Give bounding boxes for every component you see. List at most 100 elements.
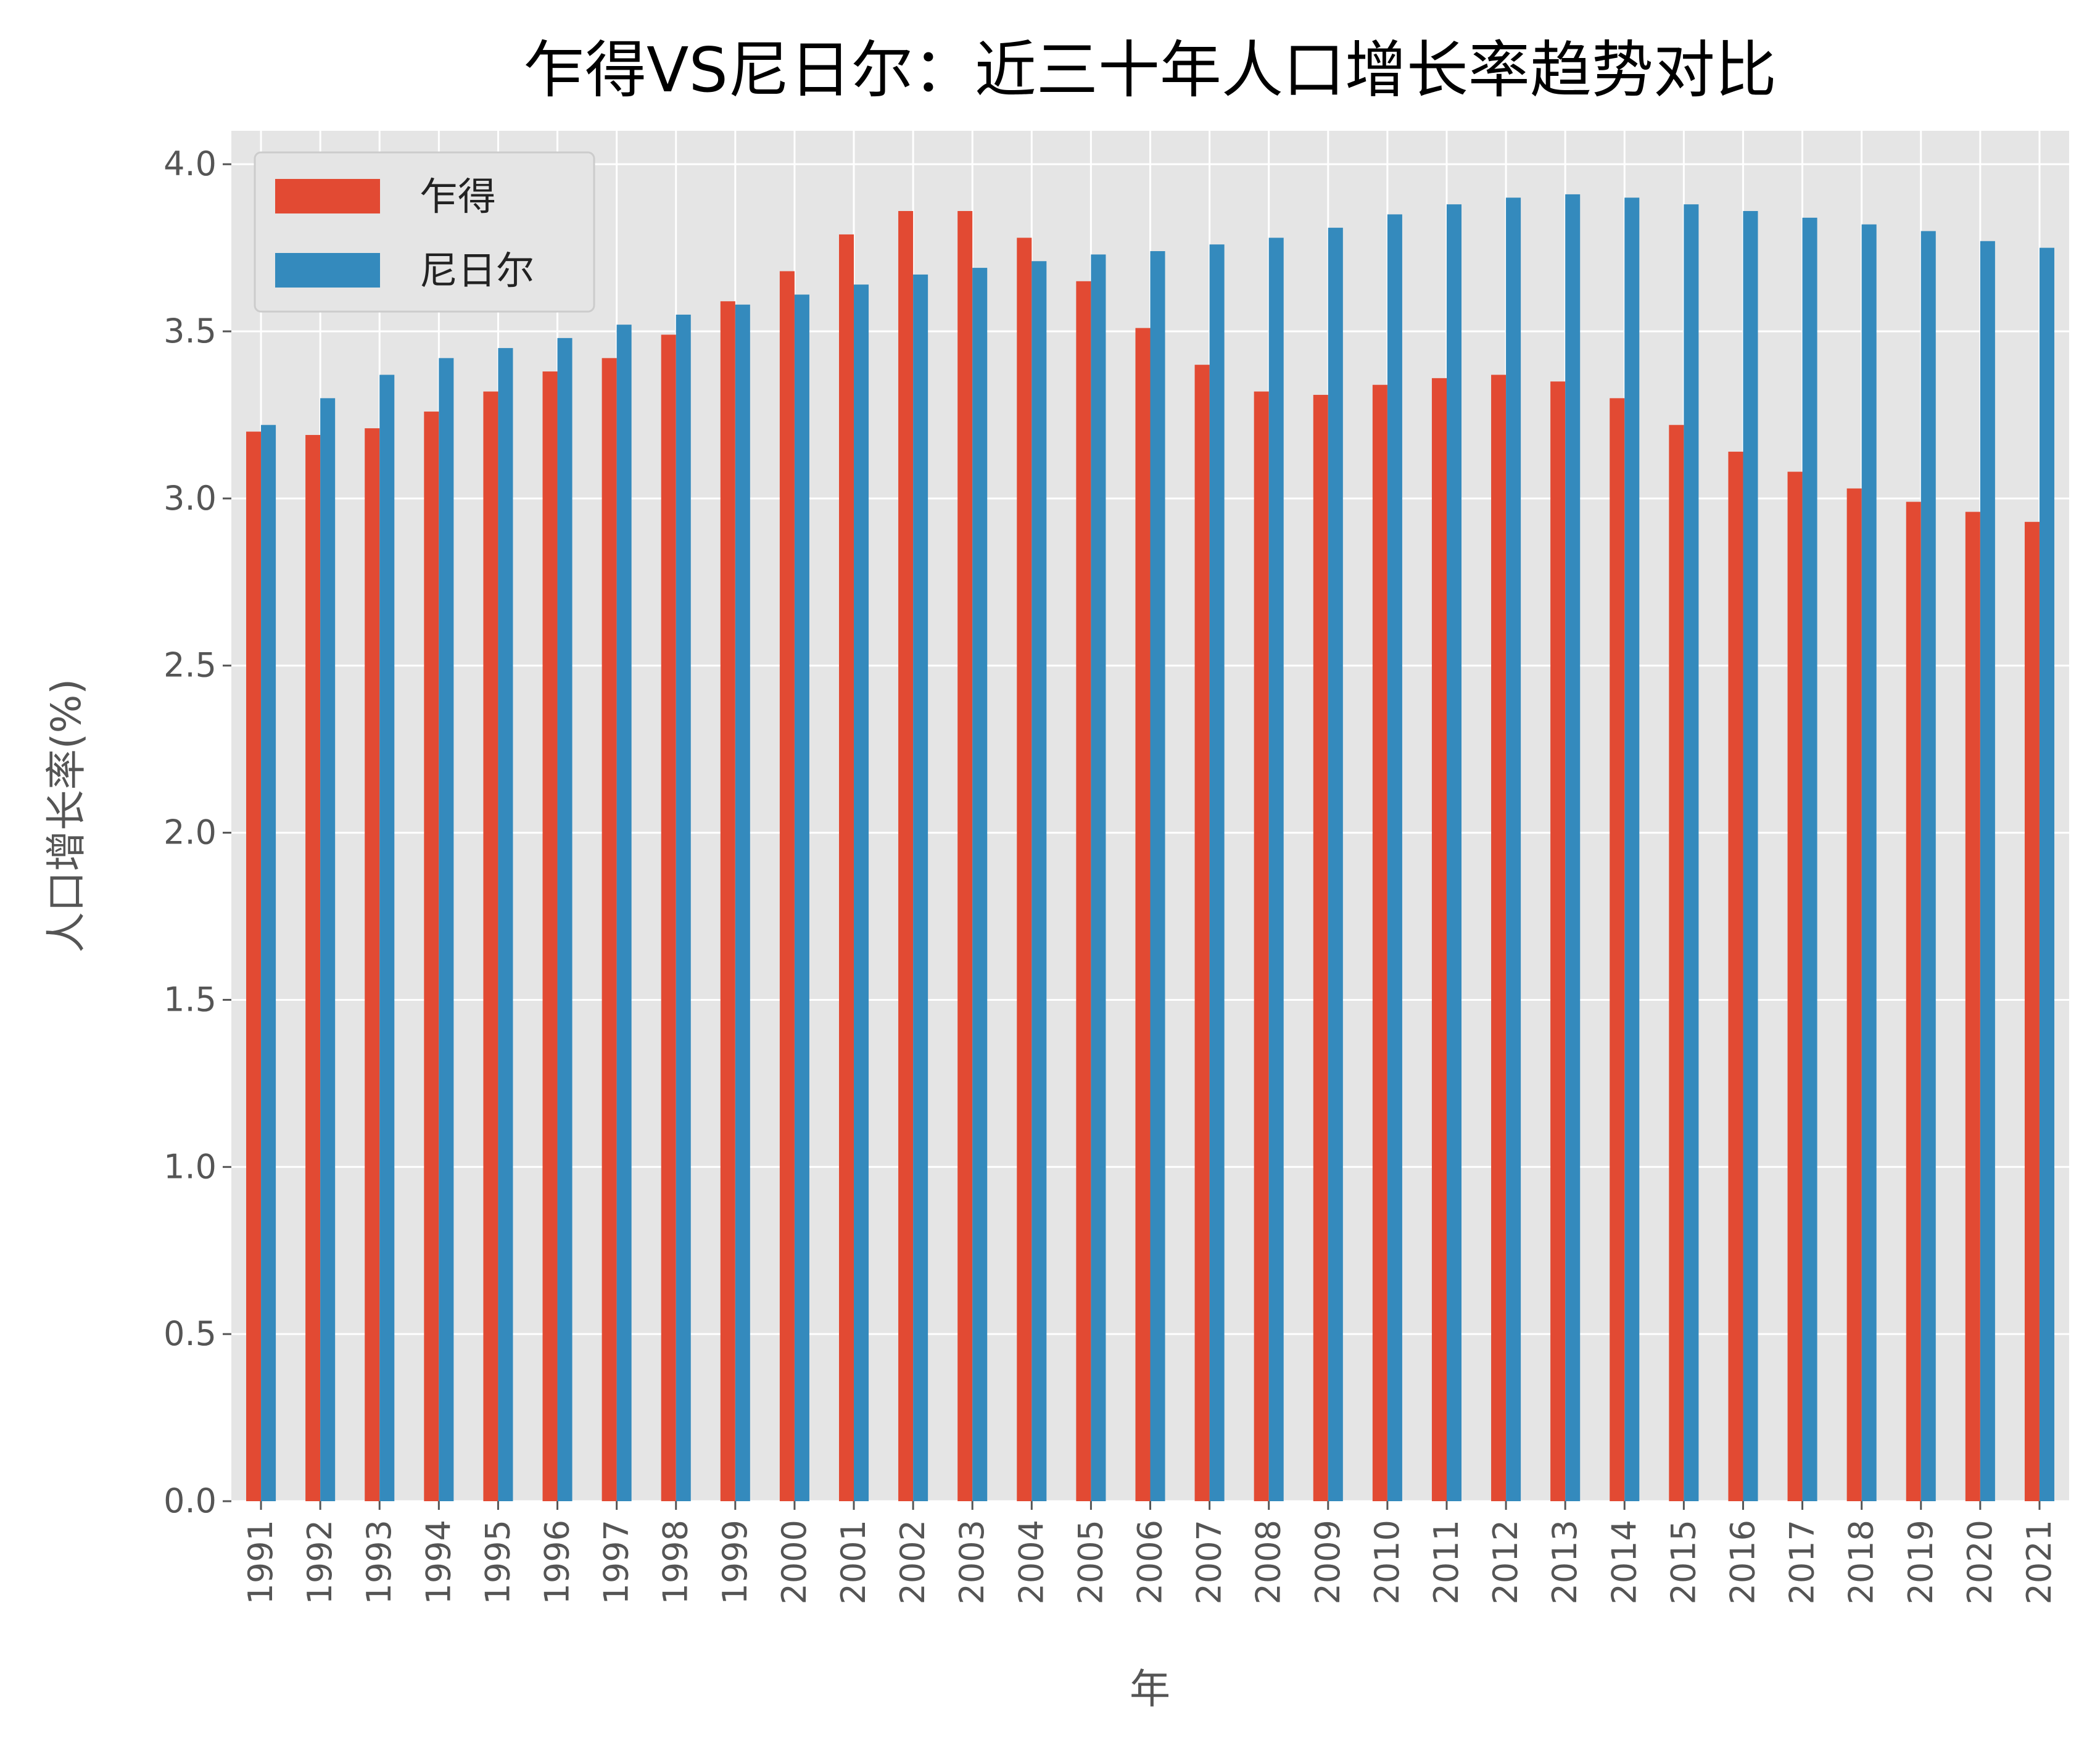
x-tick-label: 2006 bbox=[1131, 1520, 1170, 1604]
bar-niger-1996 bbox=[557, 338, 573, 1501]
y-tick-label: 0.0 bbox=[163, 1481, 217, 1520]
x-tick-label: 1996 bbox=[538, 1520, 577, 1604]
bar-chad-1996 bbox=[542, 371, 558, 1501]
x-tick-label: 2012 bbox=[1486, 1520, 1525, 1604]
bar-chad-1992 bbox=[305, 434, 321, 1502]
bar-niger-1998 bbox=[676, 314, 691, 1502]
bar-niger-2012 bbox=[1506, 197, 1521, 1501]
legend-label-chad: 乍得 bbox=[420, 174, 496, 219]
bar-chad-2011 bbox=[1431, 378, 1447, 1501]
x-tick-label: 1992 bbox=[300, 1520, 339, 1604]
bar-niger-1994 bbox=[439, 358, 454, 1501]
y-axis-label: 人口增长率(%) bbox=[43, 679, 90, 953]
x-tick-label: 2002 bbox=[893, 1520, 932, 1604]
bar-niger-2006 bbox=[1150, 251, 1165, 1501]
x-tick-label: 1993 bbox=[360, 1520, 399, 1604]
y-tick-label: 1.5 bbox=[163, 980, 217, 1019]
y-tick-label: 0.5 bbox=[163, 1314, 217, 1353]
bar-chad-2001 bbox=[838, 234, 854, 1502]
x-tick-label: 2009 bbox=[1308, 1520, 1347, 1604]
bar-chad-1995 bbox=[483, 391, 498, 1501]
x-tick-label: 2018 bbox=[1842, 1520, 1881, 1604]
bar-chad-2003 bbox=[957, 211, 973, 1501]
bar-niger-1993 bbox=[379, 375, 395, 1502]
x-tick-label: 2003 bbox=[953, 1520, 991, 1604]
x-tick-label: 2001 bbox=[834, 1520, 873, 1604]
x-tick-label: 1995 bbox=[478, 1520, 517, 1604]
bar-niger-1995 bbox=[498, 348, 513, 1501]
bar-chad-1994 bbox=[424, 412, 439, 1501]
bar-niger-2017 bbox=[1802, 217, 1817, 1501]
bar-chad-1998 bbox=[661, 334, 676, 1502]
x-tick-label: 1997 bbox=[597, 1520, 636, 1604]
legend-swatch-niger bbox=[275, 253, 380, 288]
bar-chad-2015 bbox=[1669, 425, 1684, 1502]
bar-chad-2014 bbox=[1610, 398, 1625, 1501]
bar-niger-2005 bbox=[1091, 254, 1106, 1502]
x-tick-label: 2004 bbox=[1012, 1520, 1051, 1604]
bar-chad-2019 bbox=[1906, 502, 1921, 1501]
bar-niger-2002 bbox=[913, 274, 928, 1502]
bar-chad-2021 bbox=[2024, 521, 2040, 1501]
chart-title: 乍得VS尼日尔：近三十年人口增长率趋势对比 bbox=[523, 34, 1777, 106]
bar-niger-2009 bbox=[1328, 228, 1343, 1501]
x-tick-label: 1991 bbox=[241, 1520, 280, 1604]
legend-swatch-chad bbox=[275, 179, 380, 213]
bar-niger-2010 bbox=[1387, 214, 1402, 1502]
bar-chad-2000 bbox=[779, 271, 795, 1501]
bar-niger-2007 bbox=[1209, 244, 1225, 1502]
bar-niger-2020 bbox=[1980, 241, 1995, 1501]
x-tick-label: 2008 bbox=[1249, 1520, 1288, 1604]
legend: 乍得 尼日尔 bbox=[254, 151, 595, 313]
y-axis-ticks: 0.0 0.5 1.0 1.5 2.0 2.5 3.0 3.5 4.0 bbox=[163, 144, 231, 1520]
x-tick-label: 2015 bbox=[1664, 1520, 1703, 1604]
x-tick-label: 2019 bbox=[1901, 1520, 1940, 1604]
bar-chad-2009 bbox=[1313, 394, 1328, 1502]
bar-chad-2013 bbox=[1550, 381, 1566, 1501]
x-tick-label: 2000 bbox=[775, 1520, 814, 1604]
y-tick-label: 1.0 bbox=[163, 1147, 217, 1186]
x-tick-label: 2014 bbox=[1605, 1520, 1643, 1604]
bar-chad-2005 bbox=[1076, 281, 1091, 1501]
bar-chad-2020 bbox=[1965, 512, 1980, 1501]
bars bbox=[246, 194, 2054, 1502]
y-tick-label: 2.5 bbox=[163, 646, 217, 685]
bar-chad-1999 bbox=[720, 301, 735, 1501]
bar-niger-2004 bbox=[1031, 261, 1047, 1501]
x-tick-label: 2010 bbox=[1368, 1520, 1407, 1604]
y-tick-label: 2.0 bbox=[163, 813, 217, 852]
x-tick-label: 2021 bbox=[2020, 1520, 2059, 1604]
bar-chad-2017 bbox=[1787, 471, 1803, 1501]
x-tick-label: 2020 bbox=[1961, 1520, 1999, 1604]
bar-chad-2008 bbox=[1254, 391, 1269, 1501]
x-axis-label: 年 bbox=[1130, 1665, 1170, 1713]
x-tick-label: 1998 bbox=[656, 1520, 695, 1604]
bar-niger-2018 bbox=[1861, 224, 1877, 1502]
bar-niger-2013 bbox=[1565, 194, 1581, 1502]
legend-label-niger: 尼日尔 bbox=[420, 248, 534, 293]
bar-niger-2003 bbox=[972, 268, 988, 1502]
bar-chad-2010 bbox=[1372, 384, 1387, 1502]
y-tick-label: 3.5 bbox=[163, 312, 217, 350]
bar-chad-2006 bbox=[1135, 328, 1151, 1501]
x-tick-label: 2005 bbox=[1071, 1520, 1110, 1604]
bar-niger-2011 bbox=[1446, 204, 1462, 1502]
x-tick-label: 2013 bbox=[1545, 1520, 1584, 1604]
y-tick-label: 3.0 bbox=[163, 479, 217, 518]
x-tick-label: 2016 bbox=[1723, 1520, 1762, 1604]
bar-niger-2016 bbox=[1743, 211, 1758, 1501]
x-tick-label: 1994 bbox=[419, 1520, 458, 1604]
bar-chad-1991 bbox=[246, 431, 262, 1501]
bar-chad-2002 bbox=[898, 211, 914, 1501]
bar-niger-1992 bbox=[320, 398, 336, 1501]
bar-chad-2016 bbox=[1728, 452, 1743, 1501]
x-tick-label: 1999 bbox=[716, 1520, 754, 1604]
bar-chad-1997 bbox=[601, 358, 617, 1501]
bar-niger-2015 bbox=[1684, 204, 1699, 1502]
bar-niger-1999 bbox=[735, 304, 750, 1502]
bar-chad-2012 bbox=[1491, 375, 1507, 1502]
bar-niger-2008 bbox=[1268, 238, 1284, 1502]
x-tick-label: 2011 bbox=[1427, 1520, 1466, 1604]
bar-niger-2014 bbox=[1624, 197, 1640, 1501]
